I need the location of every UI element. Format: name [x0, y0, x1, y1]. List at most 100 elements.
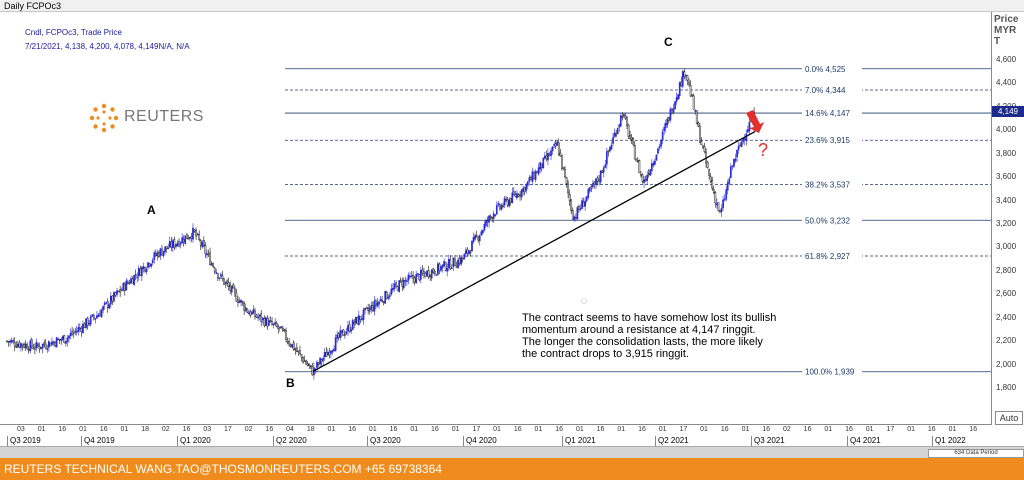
- date-tick-label: 03: [17, 426, 25, 433]
- price-tick-label: 3,200: [996, 219, 1017, 228]
- date-tick-label: 01: [741, 426, 750, 433]
- fib-level-label: 61.8% 2,927: [805, 252, 850, 261]
- candle-body: [224, 282, 227, 285]
- candle-body: [565, 177, 568, 184]
- candle-body: [302, 357, 304, 363]
- candle-body: [531, 171, 534, 182]
- date-tick-label: 01: [120, 426, 129, 433]
- candle-body: [609, 147, 611, 152]
- candle-body: [171, 240, 174, 249]
- candle-body: [675, 97, 678, 102]
- quarter-separator: [273, 436, 274, 446]
- candle-body: [165, 246, 168, 249]
- candle-body: [716, 203, 718, 205]
- fib-level-label: 38.2% 3,537: [805, 181, 850, 190]
- candle-body: [280, 326, 283, 329]
- candle-body: [444, 262, 447, 271]
- candle-body: [147, 262, 149, 268]
- candle-body: [344, 334, 346, 336]
- candle-body: [266, 318, 269, 327]
- candle-body: [333, 348, 335, 352]
- reuters-logo-text: REUTERS: [124, 108, 204, 125]
- candle-body: [78, 327, 81, 330]
- candle-body: [626, 117, 628, 126]
- candle-body: [429, 275, 431, 278]
- candle-body: [585, 196, 588, 202]
- candle-body: [674, 101, 676, 110]
- candle-body: [362, 309, 365, 321]
- candle-body: [26, 344, 28, 350]
- scrollbar-thumb[interactable]: 634 Data Period: [928, 449, 1024, 458]
- candle-body: [404, 280, 407, 282]
- candle-body: [703, 146, 706, 152]
- candle-body: [353, 321, 356, 325]
- candle-body: [134, 274, 137, 276]
- candle-body: [545, 155, 548, 160]
- quarter-label: Q1 2022: [935, 436, 966, 445]
- candle-body: [249, 311, 252, 316]
- date-axis[interactable]: 03 01 16 01 16 01 18 02 16 03 17 02 16 04 18 01 16 01 16 01…: [0, 424, 992, 447]
- candle-body: [509, 198, 512, 203]
- candle-body: [295, 347, 298, 352]
- candle-body: [92, 315, 95, 319]
- candle-body: [714, 192, 717, 204]
- candle-body: [582, 201, 585, 207]
- candle-body: [731, 165, 734, 168]
- candle-body: [407, 274, 410, 281]
- candle-body: [570, 199, 573, 211]
- candle-body: [145, 268, 148, 273]
- candle-body: [215, 272, 218, 274]
- candle-body: [202, 240, 205, 247]
- candle-body: [401, 281, 404, 287]
- fib-label-bg: [802, 135, 862, 146]
- candle-body: [607, 150, 610, 153]
- candle-body: [97, 314, 100, 318]
- date-tick-label: 01: [493, 426, 501, 433]
- candle-body: [108, 304, 111, 309]
- candle-body: [371, 305, 374, 311]
- date-tick-label: 01: [327, 426, 336, 433]
- price-chart[interactable]: 0.0% 4,525 7.0% 4,344 14.6% 4,147 23.6% 3,9…: [0, 12, 992, 424]
- candle-body: [356, 316, 359, 325]
- candle-body: [247, 312, 250, 315]
- auto-scale-button[interactable]: Auto: [995, 411, 1023, 425]
- candle-body: [116, 290, 118, 295]
- candle-body: [499, 204, 501, 209]
- candle-body: [567, 183, 569, 194]
- candle-body: [537, 167, 540, 175]
- candle-body: [579, 208, 582, 210]
- candle-body: [258, 314, 261, 317]
- chart-scrollbar[interactable]: 634 Data Period: [0, 446, 1024, 458]
- candle-body: [468, 250, 470, 255]
- candle-body: [154, 253, 157, 256]
- date-tick-label: 16: [927, 426, 936, 433]
- candle-body: [52, 341, 55, 344]
- candle-body: [393, 283, 396, 290]
- candle-body: [629, 135, 631, 139]
- candle-body: [109, 295, 112, 305]
- candle-body: [316, 361, 318, 368]
- candle-body: [517, 194, 520, 197]
- candle-body: [643, 179, 645, 184]
- candle-body: [82, 323, 84, 334]
- candle-body: [441, 264, 444, 269]
- candle-body: [63, 335, 66, 344]
- candle-body: [464, 250, 467, 254]
- candle-body: [277, 326, 280, 329]
- candle-body: [619, 115, 622, 127]
- candle-body: [667, 117, 670, 122]
- candle-body: [125, 280, 128, 291]
- candle-body: [337, 333, 340, 338]
- candle-body: [598, 179, 600, 182]
- price-tick-label: 2,200: [996, 336, 1017, 346]
- candle-body: [331, 350, 334, 353]
- candle-body: [576, 207, 579, 220]
- candle-body: [328, 351, 331, 356]
- candle-body: [130, 278, 132, 284]
- fib-level-label: 7.0% 4,344: [805, 86, 846, 95]
- date-tick-label: 01: [79, 426, 87, 433]
- quarter-separator: [367, 436, 368, 446]
- candle-body: [387, 296, 390, 299]
- candle-body: [584, 200, 586, 207]
- candle-body: [655, 154, 658, 161]
